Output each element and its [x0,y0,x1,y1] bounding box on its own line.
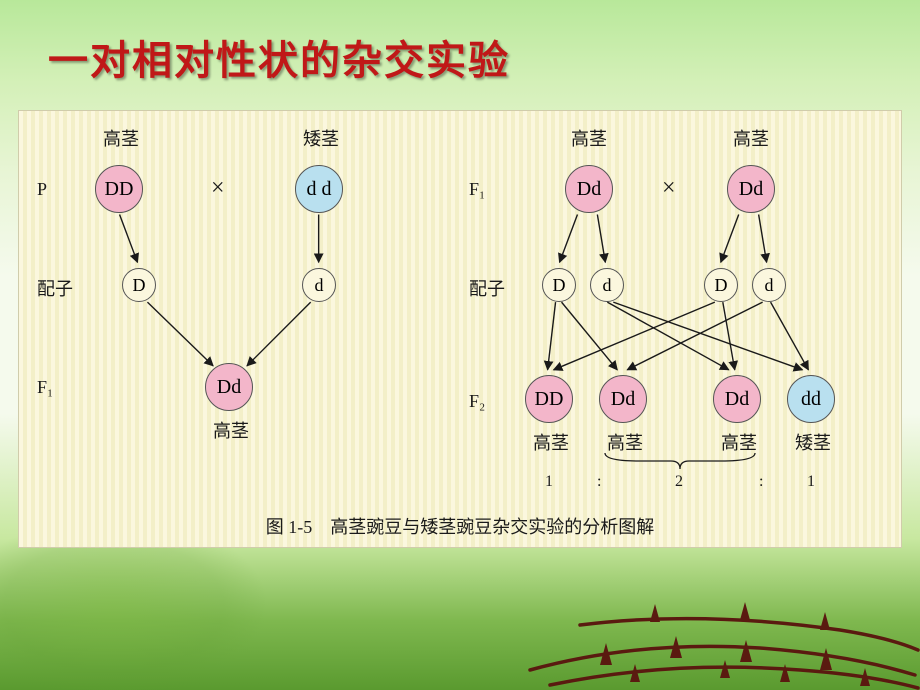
right-parent2-Dd-node: Dd [727,165,775,213]
right-gamete-D1-node: D [542,268,576,302]
right-f2-dd-node: dd [787,375,835,423]
ratio-1b: 1 [807,473,815,491]
left-gamete-d-node: d [302,268,336,302]
right-gamete-d2-node: d [752,268,786,302]
right-f2-pheno-0: 高茎 [531,429,571,455]
figure-caption: 图 1-5 高茎豌豆与矮茎豌豆杂交实验的分析图解 [19,513,901,539]
right-row-f2-label: F₂ [469,391,485,412]
ratio-brace [599,451,761,471]
right-parent1-Dd-node: Dd [565,165,613,213]
left-f1-phenotype: 高茎 [211,417,251,443]
right-f2-Dd1-node: Dd [599,375,647,423]
right-parent2-phenotype: 高茎 [731,125,771,151]
left-cross-symbol: × [211,175,225,202]
left-gamete-D-node: D [122,268,156,302]
ratio-colon-a: : [597,473,601,491]
right-f2-pheno-3: 矮茎 [793,429,833,455]
right-row-gamete-label: 配子 [469,275,505,301]
left-row-f1-label: F₁ [37,377,53,398]
right-f2-DD-node: DD [525,375,573,423]
left-parent-DD-node: DD [95,165,143,213]
ratio-colon-b: : [759,473,763,491]
right-f2-Dd2-node: Dd [713,375,761,423]
left-parent2-phenotype: 矮茎 [301,125,341,151]
diagram-panel: 高茎 矮茎 P 配子 F₁ DD × d d D d Dd 高茎 高茎 高茎 F… [18,110,902,548]
right-cross-symbol: × [662,175,676,202]
left-row-p-label: P [37,179,47,200]
left-row-gamete-label: 配子 [37,275,73,301]
left-parent1-phenotype: 高茎 [101,125,141,151]
ratio-1a: 1 [545,473,553,491]
left-parent-dd-node: d d [295,165,343,213]
right-parent1-phenotype: 高茎 [569,125,609,151]
page-title: 一对相对性状的杂交实验 [48,28,510,86]
left-f1-Dd-node: Dd [205,363,253,411]
ratio-2: 2 [675,473,683,491]
right-gamete-d1-node: d [590,268,624,302]
right-gamete-D2-node: D [704,268,738,302]
right-row-f1-label: F₁ [469,179,485,200]
